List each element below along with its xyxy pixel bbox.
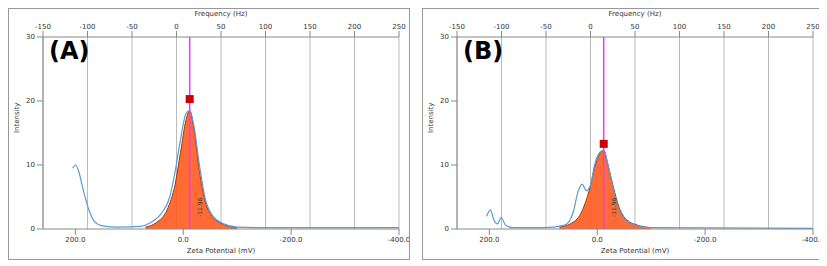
svg-text:20: 20 [26,97,35,105]
svg-text:-100: -100 [80,23,96,31]
svg-text:200.0: 200.0 [479,236,499,244]
svg-text:150: 150 [717,23,730,31]
svg-text:-150: -150 [449,23,465,31]
svg-text:150: 150 [303,23,316,31]
svg-text:-50: -50 [540,23,551,31]
svg-text:-400.0: -400.0 [802,236,819,244]
html-text:(B): (B) [463,37,504,65]
svg-text:50: 50 [217,23,226,31]
svg-text:-11.96: -11.96 [610,197,617,217]
svg-text:Frequency (Hz): Frequency (Hz) [609,10,662,18]
svg-text:Zeta Potential (mV): Zeta Potential (mV) [187,247,256,255]
svg-text:-50: -50 [126,23,137,31]
svg-text:30: 30 [440,33,449,41]
svg-text:250: 250 [806,23,819,31]
svg-text:250: 250 [392,23,405,31]
svg-text:20: 20 [440,97,449,105]
svg-text:Frequency (Hz): Frequency (Hz) [195,10,248,18]
svg-text:200.0: 200.0 [65,236,85,244]
svg-text:0: 0 [588,23,592,31]
svg-text:-200.0: -200.0 [694,236,717,244]
svg-text:0: 0 [445,225,449,233]
svg-text:30: 30 [26,33,35,41]
svg-text:0: 0 [31,225,35,233]
svg-text:-200.0: -200.0 [280,236,303,244]
svg-text:10: 10 [440,161,449,169]
svg-text:Intensity: Intensity [427,103,435,133]
svg-text:-150: -150 [35,23,51,31]
svg-text:50: 50 [631,23,640,31]
svg-text:100: 100 [673,23,686,31]
svg-text:-100: -100 [494,23,510,31]
svg-text:-11.96: -11.96 [196,197,203,217]
html-text:(A): (A) [49,37,90,65]
svg-text:0.0: 0.0 [592,236,603,244]
svg-text:200: 200 [348,23,361,31]
svg-text:0: 0 [174,23,178,31]
svg-text:-400.0: -400.0 [388,236,409,244]
svg-text:Intensity: Intensity [13,103,21,133]
svg-text:200: 200 [762,23,775,31]
svg-text:Zeta Potential (mV): Zeta Potential (mV) [601,247,670,255]
svg-text:0.0: 0.0 [178,236,189,244]
svg-text:100: 100 [259,23,272,31]
svg-text:10: 10 [26,161,35,169]
